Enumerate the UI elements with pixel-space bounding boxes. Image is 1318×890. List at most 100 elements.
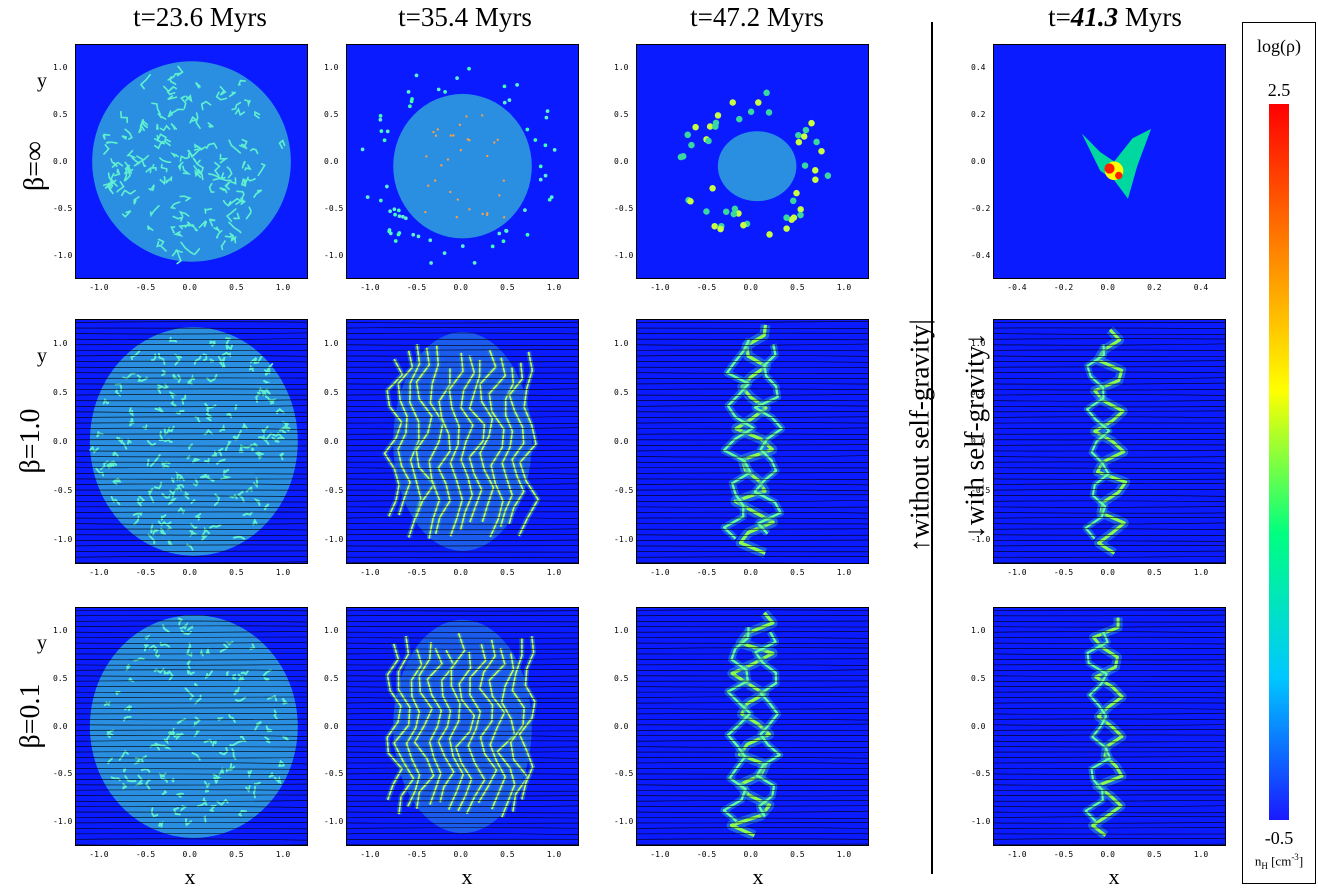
simulation-panel-r3-c1 [75, 607, 308, 846]
x-tick-label: 0.0 [453, 850, 468, 859]
x-axis-label-1: x [184, 864, 196, 889]
x-tick-label: 0.4 [1193, 283, 1209, 292]
colorbar-max-label: 2.5 [1267, 80, 1291, 100]
x-tick-label: 0.5 [229, 283, 244, 292]
y-tick-label: 0.5 [614, 673, 629, 683]
colorbar-units-rest: [cm [1267, 853, 1292, 869]
x-tick-label: -0.5 [696, 568, 717, 577]
x-tick-label: -1.0 [89, 568, 109, 577]
column-title-4: t=41.3 Myrs [1010, 2, 1220, 33]
simulation-panel-r3-c3 [636, 607, 869, 846]
x-tick-label: 1.0 [1193, 568, 1209, 577]
y-tick-label: -0.5 [971, 485, 991, 495]
y-tick-label: -0.5 [53, 769, 73, 779]
simulation-panel-r2-c3 [636, 319, 869, 564]
simulation-panel-r1-c2 [346, 44, 579, 279]
colorbar-gradient [1269, 104, 1289, 820]
y-tick-label: 1.0 [324, 62, 339, 72]
y-tick-label: 1.0 [53, 338, 68, 348]
x-tick-label: 0.0 [1100, 283, 1115, 292]
x-axis-label-3: x [752, 864, 764, 889]
x-tick-label: -0.4 [1007, 283, 1027, 292]
divider-line [931, 22, 933, 874]
row-label-1: β=∞ [19, 141, 50, 191]
x-tick-label: 0.5 [500, 850, 515, 859]
density-map [76, 45, 307, 278]
density-map [637, 320, 868, 563]
column-title-4-value: 41.3 [1070, 2, 1119, 32]
x-tick-label: 1.0 [546, 283, 562, 292]
y-tick-label: -0.5 [324, 485, 344, 495]
x-tick-label: 0.0 [453, 283, 468, 292]
simulation-panel-r1-c1 [75, 44, 308, 279]
y-tick-label: 0.5 [614, 109, 629, 119]
density-map [994, 608, 1225, 845]
x-tick-label: 1.0 [836, 850, 852, 859]
y-tick-label: 0.5 [971, 673, 986, 683]
x-tick-label: 1.0 [275, 283, 291, 292]
x-tick-label: 0.0 [182, 850, 197, 859]
colorbar-units-end: ] [1298, 853, 1304, 869]
x-tick-label: 0.5 [229, 568, 244, 577]
x-tick-label: -0.5 [135, 283, 156, 292]
y-tick-label: 1.0 [324, 625, 339, 635]
column-title-4-prefix: t= [1048, 2, 1071, 32]
simulation-panel-r2-c4 [993, 319, 1226, 564]
y-tick-label: -0.5 [614, 769, 634, 779]
colorbar-units-n: n [1254, 853, 1262, 869]
colorbar-units: nH [cm-3] [1244, 852, 1314, 871]
x-tick-label: 0.0 [743, 568, 758, 577]
y-tick-label: 0.0 [614, 156, 629, 166]
x-tick-label: 0.2 [1147, 283, 1162, 292]
x-tick-label: -0.5 [135, 568, 156, 577]
x-tick-label: 0.0 [453, 568, 468, 577]
y-tick-label: -0.5 [53, 203, 73, 213]
x-tick-label: 1.0 [836, 568, 852, 577]
x-tick-label: 0.5 [500, 568, 515, 577]
y-tick-label: -0.5 [971, 769, 991, 779]
y-tick-label: -1.0 [53, 817, 73, 827]
column-title-4-suffix: Myrs [1118, 2, 1182, 32]
y-tick-label: 0.5 [53, 387, 68, 397]
y-tick-label: -1.0 [53, 534, 73, 544]
colorbar-title: log(ρ) [1257, 36, 1301, 56]
x-tick-label: -1.0 [650, 568, 670, 577]
y-tick-label: 0.5 [324, 387, 339, 397]
density-map [347, 45, 578, 278]
with-gravity-text: with self-gravity [959, 345, 990, 526]
y-tick-label: 0.5 [53, 673, 68, 683]
x-tick-label: 0.5 [229, 850, 244, 859]
x-tick-label: -1.0 [650, 850, 670, 859]
side-label-with-gravity: ↓with self-gravity↓ [960, 316, 991, 556]
y-tick-label: 0.0 [324, 436, 339, 446]
y-tick-label: -1.0 [614, 250, 634, 260]
y-tick-label: 0.0 [971, 156, 986, 166]
density-map [76, 320, 307, 563]
column-title-2: t=35.4 Myrs [398, 2, 532, 32]
density-map [637, 45, 868, 278]
x-tick-label: -1.0 [360, 568, 380, 577]
x-tick-label: -1.0 [89, 850, 109, 859]
simulation-panel-r2-c1 [75, 319, 308, 564]
x-tick-label: -0.5 [406, 568, 427, 577]
x-tick-label: 0.0 [743, 850, 758, 859]
y-tick-label: 0.0 [53, 436, 68, 446]
y-tick-label: -1.0 [324, 250, 344, 260]
y-tick-label: 0.0 [53, 156, 68, 166]
x-axis-label-4: x [1108, 864, 1120, 889]
x-tick-label: 0.5 [790, 850, 805, 859]
y-tick-label: -0.2 [971, 203, 991, 213]
x-tick-label: -0.5 [696, 283, 717, 292]
x-tick-label: -1.0 [360, 283, 380, 292]
y-tick-label: 0.2 [971, 109, 986, 119]
x-tick-label: -0.5 [1053, 850, 1074, 859]
x-tick-label: -0.2 [1053, 283, 1074, 292]
simulation-panel-r2-c2 [346, 319, 579, 564]
x-tick-label: 1.0 [1193, 850, 1209, 859]
x-tick-label: -0.5 [1053, 568, 1074, 577]
y-tick-label: 0.0 [53, 721, 68, 731]
x-tick-label: 1.0 [546, 850, 562, 859]
x-tick-label: 0.0 [743, 283, 758, 292]
column-title-1: t=23.6 Myrs [133, 2, 267, 32]
x-tick-label: 0.5 [790, 283, 805, 292]
